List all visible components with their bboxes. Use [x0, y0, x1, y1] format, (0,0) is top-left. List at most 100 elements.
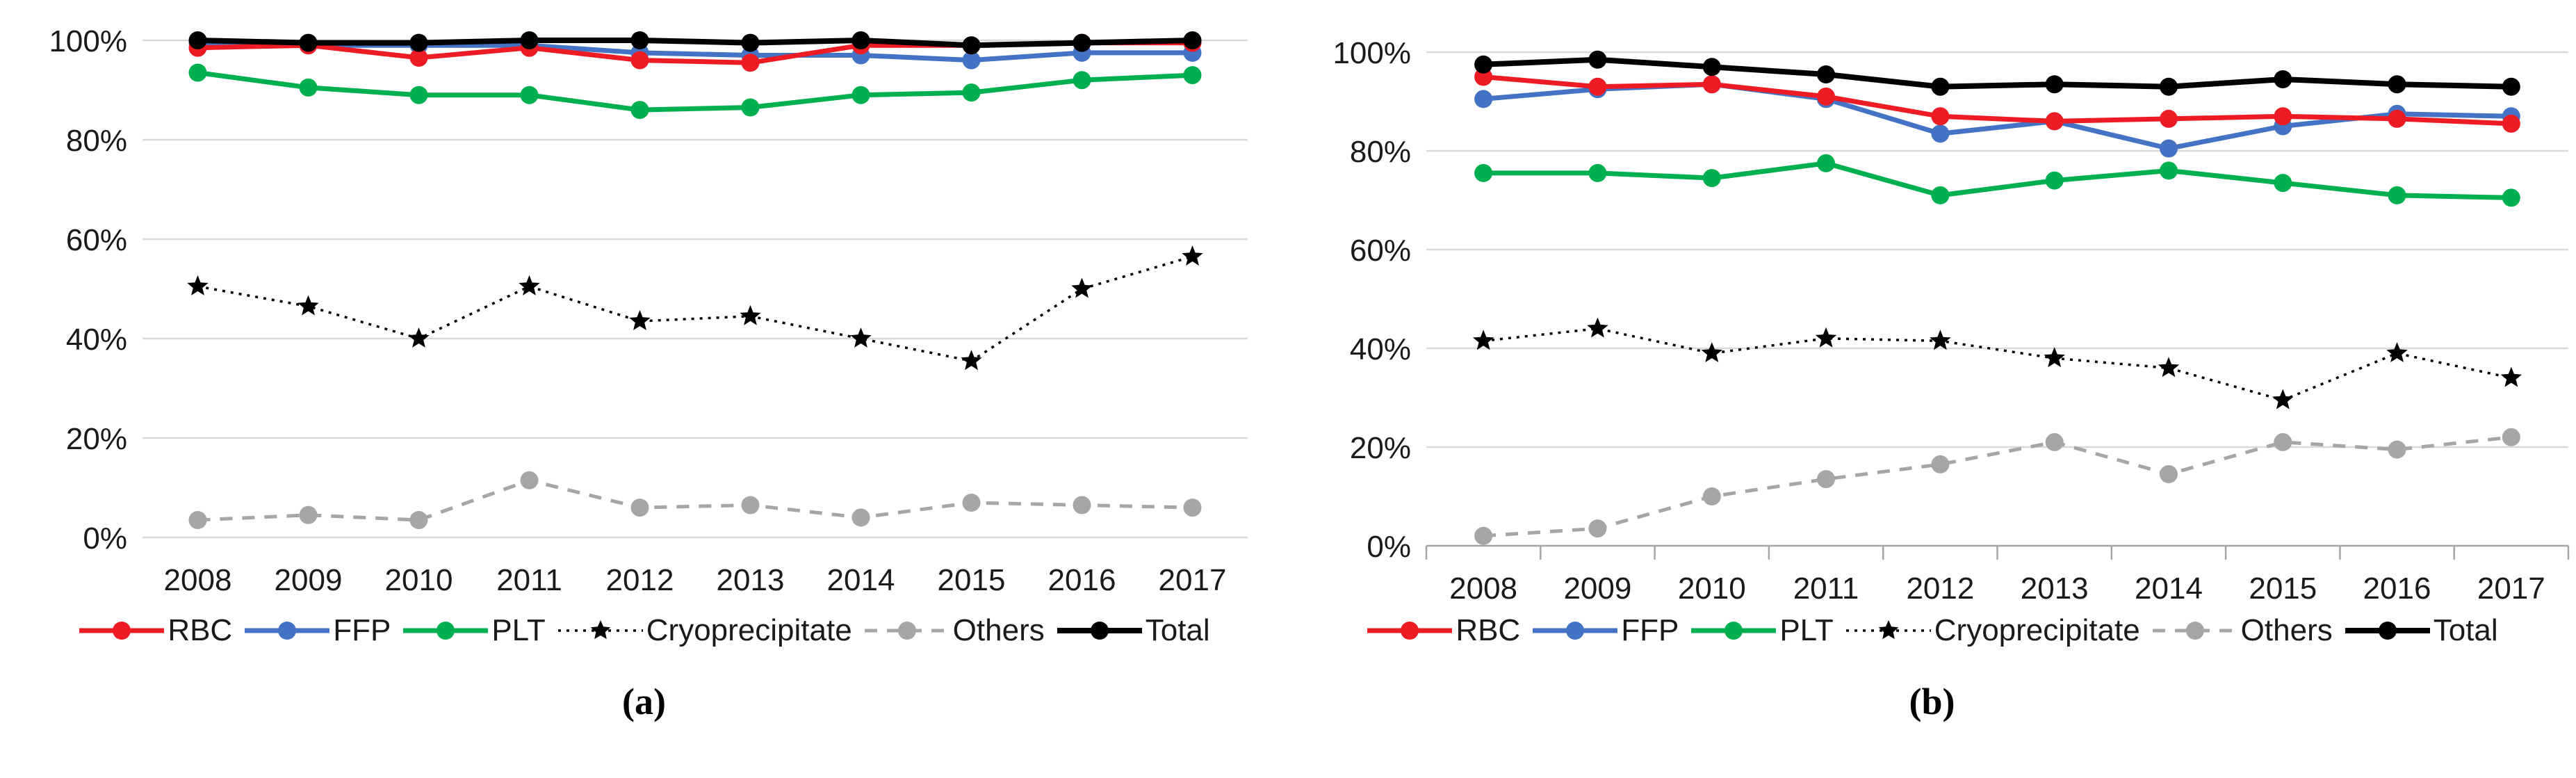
legend-item-rbc: RBC [1366, 613, 1520, 648]
marker-plt [630, 101, 649, 120]
legend-item-rbc: RBC [78, 613, 232, 648]
marker-plt [1702, 169, 1721, 188]
marker-plt [962, 83, 981, 102]
legend-item-total: Total [1056, 613, 1210, 648]
marker-rbc [2388, 109, 2406, 128]
legend-swatch-ffp [1533, 622, 1618, 640]
marker-others [630, 499, 649, 517]
marker-others [1073, 496, 1091, 514]
x-axis-year-label: 2009 [1563, 572, 1631, 606]
marker-cryoprecipitate [1701, 342, 1722, 362]
y-axis-tick-label: 0% [83, 521, 127, 556]
series-line-total [197, 37, 1193, 49]
chart-panel-a: 100% 80% 60% 40% 20% 0% 2008 2009 2010 2011 2012 20… [49, 24, 1248, 722]
marker-plt [851, 86, 870, 104]
marker-plt [2388, 186, 2406, 204]
legend-swatch-rbc [79, 622, 165, 640]
marker-rbc [630, 51, 649, 70]
series-line-others [197, 478, 1193, 522]
marker-plt [2160, 161, 2178, 180]
legend-swatch-ffp [245, 622, 330, 640]
y-axis-tick-label: 20% [1350, 431, 1411, 465]
legend-swatch-plt [403, 622, 489, 640]
marker-cryoprecipitate [1182, 245, 1203, 266]
marker-total [2045, 75, 2064, 94]
x-axis-year-label: 2012 [606, 563, 674, 597]
chart-canvas-a: 100% 80% 60% 40% 20% 0% 2008 2009 2010 2011 2012 20… [49, 24, 1248, 597]
x-axis-year-label: 2014 [827, 563, 895, 597]
legend-item-ffp: FFP [1531, 613, 1679, 648]
legend-marker-plt [437, 622, 455, 640]
x-axis-year-label: 2016 [2363, 572, 2431, 606]
series-line-rbc [1483, 74, 2511, 127]
marker-rbc [409, 49, 428, 67]
marker-plt [1474, 163, 1493, 182]
series-line-cryoprecipitate [1483, 327, 2512, 402]
marker-others [520, 471, 539, 489]
marker-rbc [1702, 75, 1721, 94]
marker-plt [520, 86, 539, 104]
marker-cryoprecipitate [2386, 342, 2408, 362]
x-axis-year-label: 2016 [1048, 563, 1116, 597]
x-axis-year-label: 2015 [2249, 572, 2317, 606]
legend-item-others: Others [2151, 613, 2333, 648]
marker-rbc [2274, 107, 2292, 126]
legend-b: RBC FFP PLT Cryoprecipitate Others Total [1288, 613, 2576, 648]
x-axis-year-label: 2011 [1793, 572, 1859, 606]
x-axis-year-label: 2010 [385, 563, 453, 597]
marker-cryoprecipitate [850, 327, 872, 348]
legend-item-ffp: FFP [243, 613, 391, 648]
legend-marker-total [2378, 622, 2397, 640]
marker-plt [2274, 174, 2292, 193]
legend-swatch-others [864, 622, 949, 640]
marker-rbc [2045, 112, 2064, 131]
marker-rbc [1588, 77, 1607, 96]
legend-label-others: Others [952, 613, 1045, 647]
legend-marker-cryoprecipitate [590, 620, 611, 640]
marker-cryoprecipitate [187, 275, 209, 295]
marker-total [1931, 77, 1950, 96]
marker-plt [741, 98, 760, 117]
marker-others [299, 505, 318, 524]
legend-marker-ffp [278, 622, 297, 640]
chart-panel-b: 100% 80% 60% 40% 20% 0% 2008 2009 2010 2011 2012 20… [1288, 0, 2576, 778]
marker-others [2388, 440, 2406, 459]
marker-cryoprecipitate [1472, 330, 1494, 350]
marker-total [1702, 58, 1721, 76]
legend-marker-plt [1725, 622, 1743, 640]
marker-cryoprecipitate [408, 327, 430, 348]
legend-label-plt: PLT [491, 613, 546, 647]
legend-item-others: Others [863, 613, 1045, 648]
marker-cryoprecipitate [1587, 317, 1608, 338]
legend-item-cryoprecipitate: Cryoprecipitate [1845, 613, 2140, 648]
marker-total [851, 31, 870, 49]
marker-rbc [1817, 87, 1835, 106]
marker-plt [1588, 163, 1607, 182]
marker-others [2045, 432, 2064, 451]
x-axis-year-label: 2011 [496, 563, 562, 597]
legend-label-plt: PLT [1779, 613, 1834, 647]
x-axis-year-label: 2008 [1449, 572, 1517, 606]
legend-swatch-total [2345, 622, 2430, 640]
marker-cryoprecipitate [297, 295, 319, 316]
marker-plt [1183, 66, 1202, 85]
marker-plt [409, 86, 428, 104]
x-axis-year-label: 2010 [1678, 572, 1746, 606]
marker-ffp [1474, 90, 1493, 108]
marker-total [299, 33, 318, 52]
marker-total [409, 33, 428, 52]
legend-swatch-cryoprecipitate [557, 620, 643, 640]
series-line-others [1483, 435, 2512, 538]
y-axis-tick-label: 100% [49, 24, 127, 58]
legend-marker-rbc [113, 622, 131, 640]
marker-total [2274, 70, 2292, 88]
series-line-total [1483, 56, 2511, 90]
series-line-cryoprecipitate [197, 255, 1193, 363]
marker-cryoprecipitate [961, 350, 982, 371]
x-axis-year-label: 2012 [1906, 572, 1974, 606]
marker-total [2502, 77, 2520, 96]
marker-ffp [962, 51, 981, 70]
marker-plt [2045, 171, 2064, 190]
marker-cryoprecipitate [2272, 389, 2294, 410]
marker-total [1183, 31, 1202, 49]
